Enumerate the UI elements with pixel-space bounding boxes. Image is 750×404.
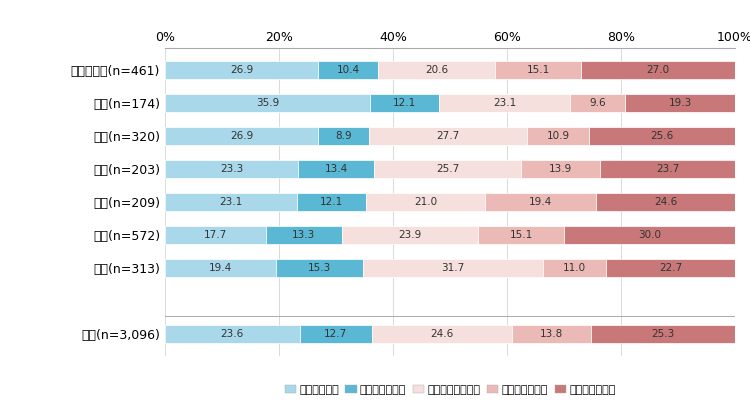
Text: 19.3: 19.3	[668, 98, 692, 108]
Bar	[366, 194, 485, 210]
Text: 8.9: 8.9	[335, 131, 352, 141]
Text: 13.3: 13.3	[292, 230, 316, 240]
Bar	[377, 61, 495, 78]
Bar	[299, 326, 372, 343]
Bar	[266, 226, 342, 244]
Text: 11.0: 11.0	[563, 263, 586, 273]
Text: 13.4: 13.4	[324, 164, 347, 174]
Bar	[478, 226, 564, 244]
Bar	[591, 326, 735, 343]
Bar	[527, 127, 589, 145]
Bar	[369, 127, 527, 145]
Bar	[297, 194, 366, 210]
Bar	[606, 259, 736, 277]
Text: 27.7: 27.7	[436, 131, 460, 141]
Text: 9.6: 9.6	[590, 98, 606, 108]
Text: 21.0: 21.0	[414, 197, 437, 207]
Bar	[363, 259, 544, 277]
Bar	[370, 95, 439, 112]
Text: 10.9: 10.9	[547, 131, 569, 141]
Text: 19.4: 19.4	[209, 263, 232, 273]
Bar	[374, 160, 520, 178]
Bar	[625, 95, 735, 112]
Bar	[165, 127, 318, 145]
Text: 26.9: 26.9	[230, 65, 254, 75]
Bar	[596, 194, 736, 210]
Legend: 定型認識業務, 定型手仕事業務, 非定型手仕事業務, 非定型分析業務, 非定型相互業務: 定型認識業務, 定型手仕事業務, 非定型手仕事業務, 非定型分析業務, 非定型相…	[280, 380, 620, 399]
Bar	[165, 160, 298, 178]
Bar	[581, 61, 735, 78]
Text: 19.4: 19.4	[529, 197, 552, 207]
Text: 30.0: 30.0	[638, 230, 661, 240]
Text: 23.7: 23.7	[656, 164, 679, 174]
Text: 15.1: 15.1	[526, 65, 550, 75]
Bar	[165, 61, 318, 78]
Text: 13.8: 13.8	[540, 329, 563, 339]
Bar	[520, 160, 600, 178]
Text: 24.6: 24.6	[655, 197, 678, 207]
Text: 15.3: 15.3	[308, 263, 331, 273]
Text: 12.7: 12.7	[324, 329, 347, 339]
Bar	[544, 259, 606, 277]
Bar	[318, 61, 377, 78]
Text: 31.7: 31.7	[442, 263, 465, 273]
Text: 27.0: 27.0	[646, 65, 670, 75]
Text: 25.7: 25.7	[436, 164, 459, 174]
Bar	[275, 259, 363, 277]
Text: 10.4: 10.4	[337, 65, 359, 75]
Bar	[495, 61, 581, 78]
Bar	[589, 127, 735, 145]
Bar	[165, 194, 297, 210]
Bar	[165, 259, 275, 277]
Text: 17.7: 17.7	[204, 230, 227, 240]
Bar	[512, 326, 591, 343]
Bar	[485, 194, 596, 210]
Text: 35.9: 35.9	[256, 98, 279, 108]
Bar	[165, 326, 299, 343]
Bar	[570, 95, 625, 112]
Bar	[342, 226, 478, 244]
Bar	[439, 95, 570, 112]
Bar	[165, 95, 370, 112]
Text: 23.1: 23.1	[493, 98, 516, 108]
Text: 24.6: 24.6	[430, 329, 454, 339]
Bar	[564, 226, 735, 244]
Text: 25.3: 25.3	[651, 329, 674, 339]
Text: 23.9: 23.9	[398, 230, 422, 240]
Text: 26.9: 26.9	[230, 131, 254, 141]
Bar	[372, 326, 512, 343]
Text: 15.1: 15.1	[509, 230, 532, 240]
Text: 13.9: 13.9	[549, 164, 572, 174]
Text: 23.6: 23.6	[220, 329, 244, 339]
Bar	[298, 160, 374, 178]
Bar	[318, 127, 369, 145]
Text: 22.7: 22.7	[659, 263, 682, 273]
Text: 12.1: 12.1	[320, 197, 343, 207]
Text: 23.3: 23.3	[220, 164, 243, 174]
Text: 12.1: 12.1	[392, 98, 416, 108]
Bar	[165, 226, 266, 244]
Text: 20.6: 20.6	[424, 65, 448, 75]
Text: 25.6: 25.6	[650, 131, 674, 141]
Bar	[600, 160, 735, 178]
Text: 23.1: 23.1	[219, 197, 242, 207]
